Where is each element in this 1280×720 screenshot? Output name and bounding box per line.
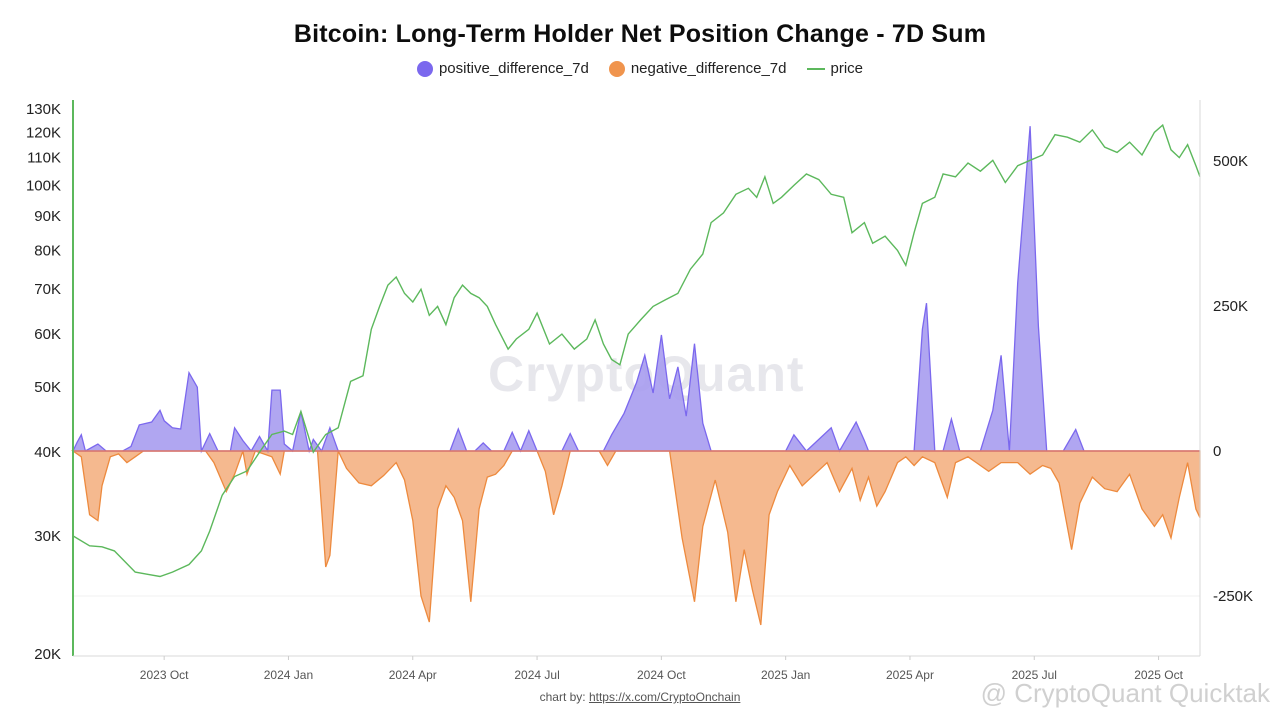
x-tick-label: 2025 Oct [1134, 668, 1183, 682]
positive-area-layer [71, 126, 1200, 454]
legend-positive-dot-icon [416, 60, 433, 77]
left-tick-label: 70K [34, 281, 61, 298]
x-tick-label: 2024 Apr [389, 668, 437, 682]
left-tick-label: 20K [34, 646, 61, 663]
x-tick-label: 2023 Oct [140, 668, 189, 682]
right-axis-ticks: 500K 250K 0 -250K [1213, 153, 1253, 605]
left-tick-label: 100K [26, 177, 61, 194]
price-line-layer [72, 123, 1201, 578]
left-tick-label: 80K [34, 242, 61, 259]
left-tick-label: 60K [34, 326, 61, 343]
right-tick-label: -250K [1213, 588, 1253, 605]
negative-area [70, 448, 1201, 626]
left-axis-ticks: 20K 30K 40K 50K 60K 70K 80K 90K 100K 110K 120K 130K [26, 101, 61, 663]
legend-price-label: price [830, 60, 864, 77]
footer-credit: chart by: https://x.com/CryptoOnchain [0, 690, 1280, 704]
negative-area-layer [70, 448, 1201, 626]
axes-layer [72, 100, 1201, 657]
x-tick-label: 2025 Jul [1012, 668, 1057, 682]
legend-negative-label: negative_difference_7d [630, 60, 787, 77]
x-tick-label: 2025 Jan [761, 668, 810, 682]
left-tick-label: 110K [27, 150, 61, 167]
footer-prefix: chart by: [539, 690, 589, 704]
positive-area [71, 126, 1200, 454]
legend-positive-label: positive_difference_7d [438, 60, 589, 77]
chart-title: Bitcoin: Long-Term Holder Net Position C… [293, 20, 987, 48]
left-tick-label: 120K [26, 124, 61, 141]
left-tick-label: 40K [34, 444, 61, 461]
price-line [72, 123, 1201, 578]
legend-price-line-icon [806, 67, 825, 70]
x-tick-label: 2024 Oct [637, 668, 686, 682]
right-tick-label: 250K [1213, 298, 1248, 315]
left-tick-label: 130K [26, 101, 61, 118]
legend-item-negative[interactable]: negative_difference_7d [608, 60, 787, 77]
legend-item-price[interactable]: price [806, 60, 864, 77]
footer-link[interactable]: https://x.com/CryptoOnchain [588, 690, 741, 704]
left-tick-label: 50K [34, 379, 61, 396]
left-tick-label: 30K [34, 528, 61, 545]
x-tick-label: 2024 Jan [264, 668, 313, 682]
right-tick-label: 0 [1213, 443, 1221, 460]
x-axis-ticks: 2023 Oct 2024 Jan 2024 Apr 2024 Jul 2024 Oct… [140, 656, 1184, 682]
left-tick-label: 90K [34, 208, 61, 225]
legend-negative-dot-icon [608, 60, 625, 77]
chart-legend: positive_difference_7d negative_differen… [0, 60, 1280, 77]
legend-item-positive[interactable]: positive_difference_7d [416, 60, 589, 77]
right-tick-label: 500K [1213, 153, 1248, 170]
corner-watermark: @ CryptoQuant Quicktak [980, 678, 1270, 708]
x-tick-label: 2024 Jul [514, 668, 559, 682]
x-tick-label: 2025 Apr [886, 668, 934, 682]
